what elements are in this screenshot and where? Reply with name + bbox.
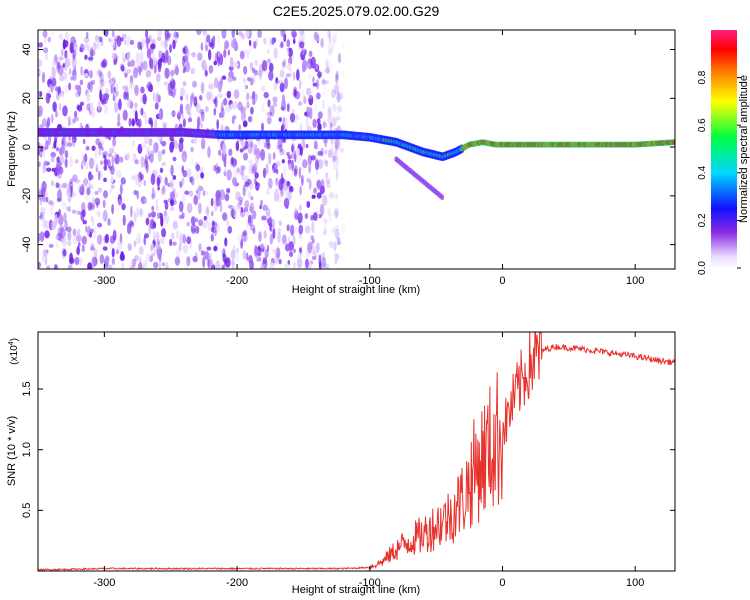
- snr-y-label: SNR (10 * v/v): [6, 416, 18, 486]
- snr-frame: [37, 331, 676, 572]
- spectrogram-noise-texture: [38, 30, 346, 269]
- snr-panel: -300 -200 -100 0 100 0.5 1.0 1.5 Height of str…: [6, 331, 676, 596]
- x-tick-label: 100: [626, 275, 644, 287]
- snr-x-ticks: -300 -200 -100 0 100: [93, 332, 644, 589]
- colorbar-tick-label: 0.8: [697, 70, 708, 84]
- colorbar-tick-label: 0.6: [697, 118, 708, 132]
- snr-y-ticks: 0.5 1.0 1.5: [21, 381, 675, 518]
- x-tick-label: -300: [93, 275, 115, 287]
- x-tick-label: -200: [226, 577, 248, 589]
- y-tick-label: -20: [21, 188, 33, 204]
- colorbar-tick-label: 0.4: [697, 165, 708, 179]
- spectrogram-frame: [37, 29, 676, 270]
- x-tick-label: -300: [93, 577, 115, 589]
- snr-x-label: Height of straight line (km): [292, 584, 420, 596]
- y-tick-label: 0.5: [21, 503, 33, 518]
- x-tick-label: 0: [499, 577, 505, 589]
- snr-scale-label: (x104): [8, 338, 20, 365]
- snr-series-line: [38, 332, 675, 571]
- colorbar-gradient: [711, 30, 737, 268]
- spectrogram-marks: [38, 30, 675, 269]
- y-tick-label: 1.5: [21, 381, 33, 396]
- spectrogram-y-ticks: -40 -20 0 20 40: [21, 43, 675, 253]
- x-tick-label: 0: [499, 275, 505, 287]
- x-tick-label: -200: [226, 275, 248, 287]
- y-tick-label: 40: [21, 43, 33, 55]
- y-tick-label: 20: [21, 92, 33, 104]
- colorbar-tick-label: 0.0: [697, 261, 708, 275]
- y-tick-label: 1.0: [21, 442, 33, 457]
- colorbar-tick-label: 0.2: [697, 213, 708, 227]
- y-tick-label: 0: [21, 144, 33, 150]
- colorbar-label: Normalized spectral amplitude: [738, 75, 750, 223]
- spectrogram-x-ticks: -300 -200 -100 0 100: [93, 30, 644, 287]
- y-tick-label: -40: [21, 237, 33, 253]
- spectrogram-y-label: Frequency (Hz): [6, 111, 18, 187]
- spectral-ridge: [38, 127, 675, 201]
- colorbar-ticks: 0.0 0.2 0.4 0.6 0.8: [697, 70, 741, 275]
- spectrogram-x-label: Height of straight line (km): [292, 284, 420, 296]
- x-tick-label: -100: [359, 577, 381, 589]
- x-tick-label: -100: [359, 275, 381, 287]
- colorbar: 0.0 0.2 0.4 0.6 0.8 Normalized spectral ampl…: [697, 30, 750, 275]
- x-tick-label: 100: [626, 577, 644, 589]
- page-title: C2E5.2025.079.02.00.G29: [273, 3, 440, 19]
